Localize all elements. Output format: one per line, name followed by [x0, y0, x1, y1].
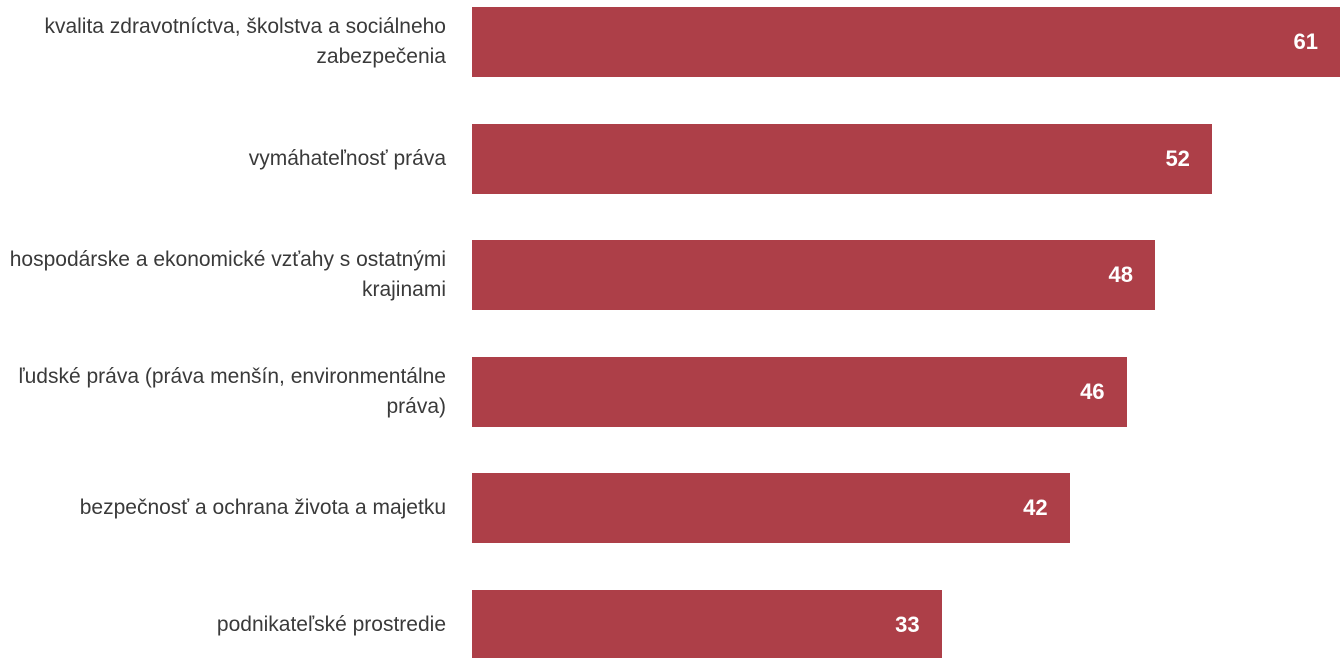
value-label: 33 [895, 611, 920, 637]
value-label: 42 [1023, 495, 1048, 520]
bar [472, 7, 1340, 77]
bar [472, 240, 1156, 310]
value-label: 61 [1293, 29, 1318, 54]
category-label: podnikateľské prostredie [216, 612, 446, 636]
category-label: bezpečnosť a ochrana života a majetku [79, 496, 446, 519]
bar [472, 473, 1070, 543]
value-label: 46 [1080, 378, 1105, 404]
category-label: kvalita zdravotníctva, školstva a sociál… [44, 15, 446, 68]
bar [472, 123, 1212, 194]
category-label: vymáhateľnosť práva [248, 146, 446, 170]
category-label: hospodárske a ekonomické vzťahy s ostatn… [9, 248, 446, 301]
bar [472, 589, 942, 658]
value-label: 52 [1165, 145, 1190, 171]
value-label: 48 [1108, 262, 1134, 287]
bar [472, 356, 1127, 427]
category-label: ľudské práva (práva menšín, environmentá… [18, 364, 446, 418]
